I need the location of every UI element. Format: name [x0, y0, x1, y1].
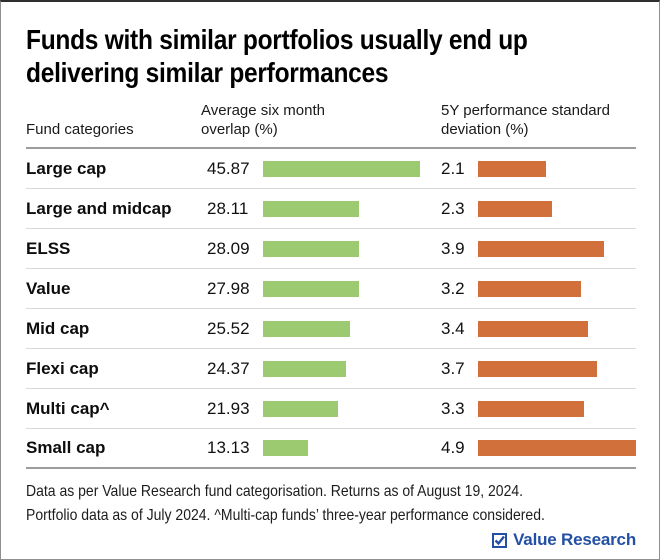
deviation-value: 3.4 — [441, 318, 465, 338]
footnote: Data as per Value Research fund categori… — [26, 480, 639, 528]
deviation-bar-track — [478, 400, 636, 417]
table-row: Flexi cap 24.37 3.7 — [26, 349, 636, 389]
category-label: Multi cap^ — [26, 398, 110, 418]
value-research-logo: Value Research — [491, 530, 636, 550]
table-header: Fund categories Average six month overla… — [26, 101, 636, 149]
overlap-bar-track — [263, 320, 441, 337]
category-label: Mid cap — [26, 318, 90, 338]
category-label: Large and midcap — [26, 198, 172, 218]
overlap-bar — [263, 160, 420, 177]
deviation-bar-track — [478, 280, 636, 297]
deviation-bar — [478, 400, 585, 417]
overlap-value: 28.09 — [207, 238, 250, 258]
overlap-bar — [263, 240, 360, 257]
deviation-bar-track — [478, 360, 636, 377]
deviation-bar — [478, 280, 582, 297]
overlap-bar — [263, 440, 308, 456]
category-label: Flexi cap — [26, 358, 99, 378]
table-row: Large cap 45.87 2.1 — [26, 149, 636, 189]
deviation-value: 2.1 — [441, 158, 465, 178]
overlap-bar-track — [263, 200, 441, 217]
deviation-bar — [478, 320, 588, 337]
deviation-value: 3.3 — [441, 398, 465, 418]
footnote-line-2: Portfolio data as of July 2024. ^Multi-c… — [26, 507, 545, 524]
table-row: Small cap 13.13 4.9 — [26, 429, 636, 469]
deviation-bar — [478, 160, 546, 177]
overlap-bar-track — [263, 440, 441, 456]
overlap-bar — [263, 400, 339, 417]
deviation-bar — [478, 240, 604, 257]
deviation-value: 3.2 — [441, 278, 465, 298]
deviation-bar — [478, 440, 636, 456]
deviation-value: 3.9 — [441, 238, 465, 258]
overlap-value: 13.13 — [207, 438, 250, 457]
table-row: Multi cap^ 21.93 3.3 — [26, 389, 636, 429]
deviation-value: 2.3 — [441, 198, 465, 218]
overlap-value: 21.93 — [207, 398, 250, 418]
overlap-value: 45.87 — [207, 158, 250, 178]
overlap-bar — [263, 320, 351, 337]
deviation-bar-track — [478, 320, 636, 337]
category-label: ELSS — [26, 238, 71, 258]
overlap-bar — [263, 200, 360, 217]
page-title: Funds with similar portfolios usually en… — [26, 24, 528, 88]
overlap-value: 28.11 — [207, 198, 249, 218]
table-row: Value 27.98 3.2 — [26, 269, 636, 309]
category-label: Value — [26, 278, 71, 298]
column-header-overlap: Average six month overlap (%) — [201, 102, 325, 138]
logo-text: Value Research — [513, 530, 636, 549]
footnote-line-1: Data as per Value Research fund categori… — [26, 483, 524, 500]
deviation-value: 3.7 — [441, 358, 465, 378]
overlap-value: 24.37 — [207, 358, 250, 378]
column-header-fund-categories: Fund categories — [26, 121, 134, 138]
overlap-value: 27.98 — [207, 278, 250, 298]
deviation-bar-track — [478, 160, 636, 177]
column-header-deviation: 5Y performance standard deviation (%) — [441, 102, 610, 138]
table-body: Large cap 45.87 2.1 Large and midcap 28.11 2.… — [26, 149, 636, 469]
deviation-bar-track — [478, 200, 636, 217]
overlap-bar-track — [263, 400, 441, 417]
overlap-bar-track — [263, 280, 441, 297]
overlap-bar-track — [263, 240, 441, 257]
overlap-bar — [263, 280, 359, 297]
overlap-bar-track — [263, 360, 441, 377]
table-row: Large and midcap 28.11 2.3 — [26, 189, 636, 229]
table-row: ELSS 28.09 3.9 — [26, 229, 636, 269]
deviation-value: 4.9 — [441, 438, 465, 457]
table-row: Mid cap 25.52 3.4 — [26, 309, 636, 349]
category-label: Small cap — [26, 438, 106, 457]
category-label: Large cap — [26, 158, 107, 178]
overlap-bar — [263, 360, 347, 377]
deviation-bar-track — [478, 440, 636, 456]
deviation-bar — [478, 360, 598, 377]
overlap-bar-track — [263, 160, 441, 177]
deviation-bar-track — [478, 240, 636, 257]
deviation-bar — [478, 200, 553, 217]
overlap-value: 25.52 — [207, 318, 250, 338]
checkbox-check-icon — [491, 532, 508, 549]
